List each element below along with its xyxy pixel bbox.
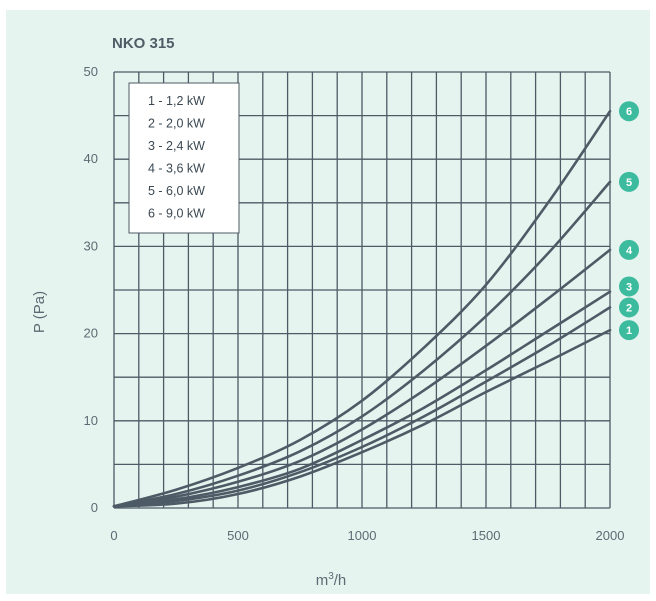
legend-entry-1: 1 - 1,2 kW xyxy=(148,94,205,108)
series-line-3 xyxy=(112,290,612,508)
legend-box xyxy=(128,82,240,234)
series-badge-label-2: 2 xyxy=(626,302,632,314)
y-axis-label: P (Pa) xyxy=(31,291,48,333)
y-tick-label: 10 xyxy=(84,413,98,428)
x-tick-label: 2000 xyxy=(596,528,625,543)
series-badge-6 xyxy=(619,101,639,122)
series-line-6 xyxy=(112,109,612,508)
legend-entry-4: 4 - 3,6 kW xyxy=(148,162,205,176)
series-line-1 xyxy=(112,328,612,508)
series-badge-2 xyxy=(619,297,639,318)
legend-entry-5: 5 - 6,0 kW xyxy=(148,184,205,198)
legend-entry-3: 3 - 2,4 kW xyxy=(148,139,205,153)
series-line-5 xyxy=(112,180,612,508)
x-tick-label: 0 xyxy=(110,528,117,543)
x-axis-label: m3/h xyxy=(316,571,347,589)
y-tick-label: 30 xyxy=(84,238,98,253)
series-badge-label-4: 4 xyxy=(626,245,633,257)
y-tick-label: 0 xyxy=(91,500,98,515)
series-badges: 1 2 3 4 5 6 xyxy=(619,101,639,341)
series-badge-label-6: 6 xyxy=(626,106,632,118)
x-tick-label: 500 xyxy=(227,528,249,543)
x-tick-label: 1500 xyxy=(472,528,501,543)
series-badge-1 xyxy=(619,320,639,341)
y-tick-label: 40 xyxy=(84,151,98,166)
y-tick-label: 20 xyxy=(84,326,98,341)
legend-entry-2: 2 - 2,0 kW xyxy=(148,117,205,131)
legend-entry-6: 6 - 9,0 kW xyxy=(148,207,205,221)
series-line-4 xyxy=(112,248,612,508)
series-badge-3 xyxy=(619,276,639,297)
x-axis-label-sup: 3 xyxy=(328,571,334,582)
tick-labels: 0 500 1000 1500 2000 0 10 20 30 40 50 xyxy=(84,64,625,543)
x-tick-label: 1000 xyxy=(348,528,377,543)
series-badge-5 xyxy=(619,171,639,192)
y-tick-label: 50 xyxy=(84,64,98,79)
series-badge-4 xyxy=(619,239,639,260)
series-badge-label-5: 5 xyxy=(626,177,632,189)
series-lines xyxy=(112,109,612,508)
legend: 1 - 1,2 kW 2 - 2,0 kW 3 - 2,4 kW 4 - 3,6 kW… xyxy=(128,82,240,234)
x-axis-label-tail: /h xyxy=(334,572,347,589)
series-badge-label-3: 3 xyxy=(626,281,632,293)
x-axis-label-base: m xyxy=(316,572,329,589)
series-badge-label-1: 1 xyxy=(626,325,632,337)
chart-title: NKO 315 xyxy=(112,35,175,52)
series-line-2 xyxy=(112,306,612,508)
